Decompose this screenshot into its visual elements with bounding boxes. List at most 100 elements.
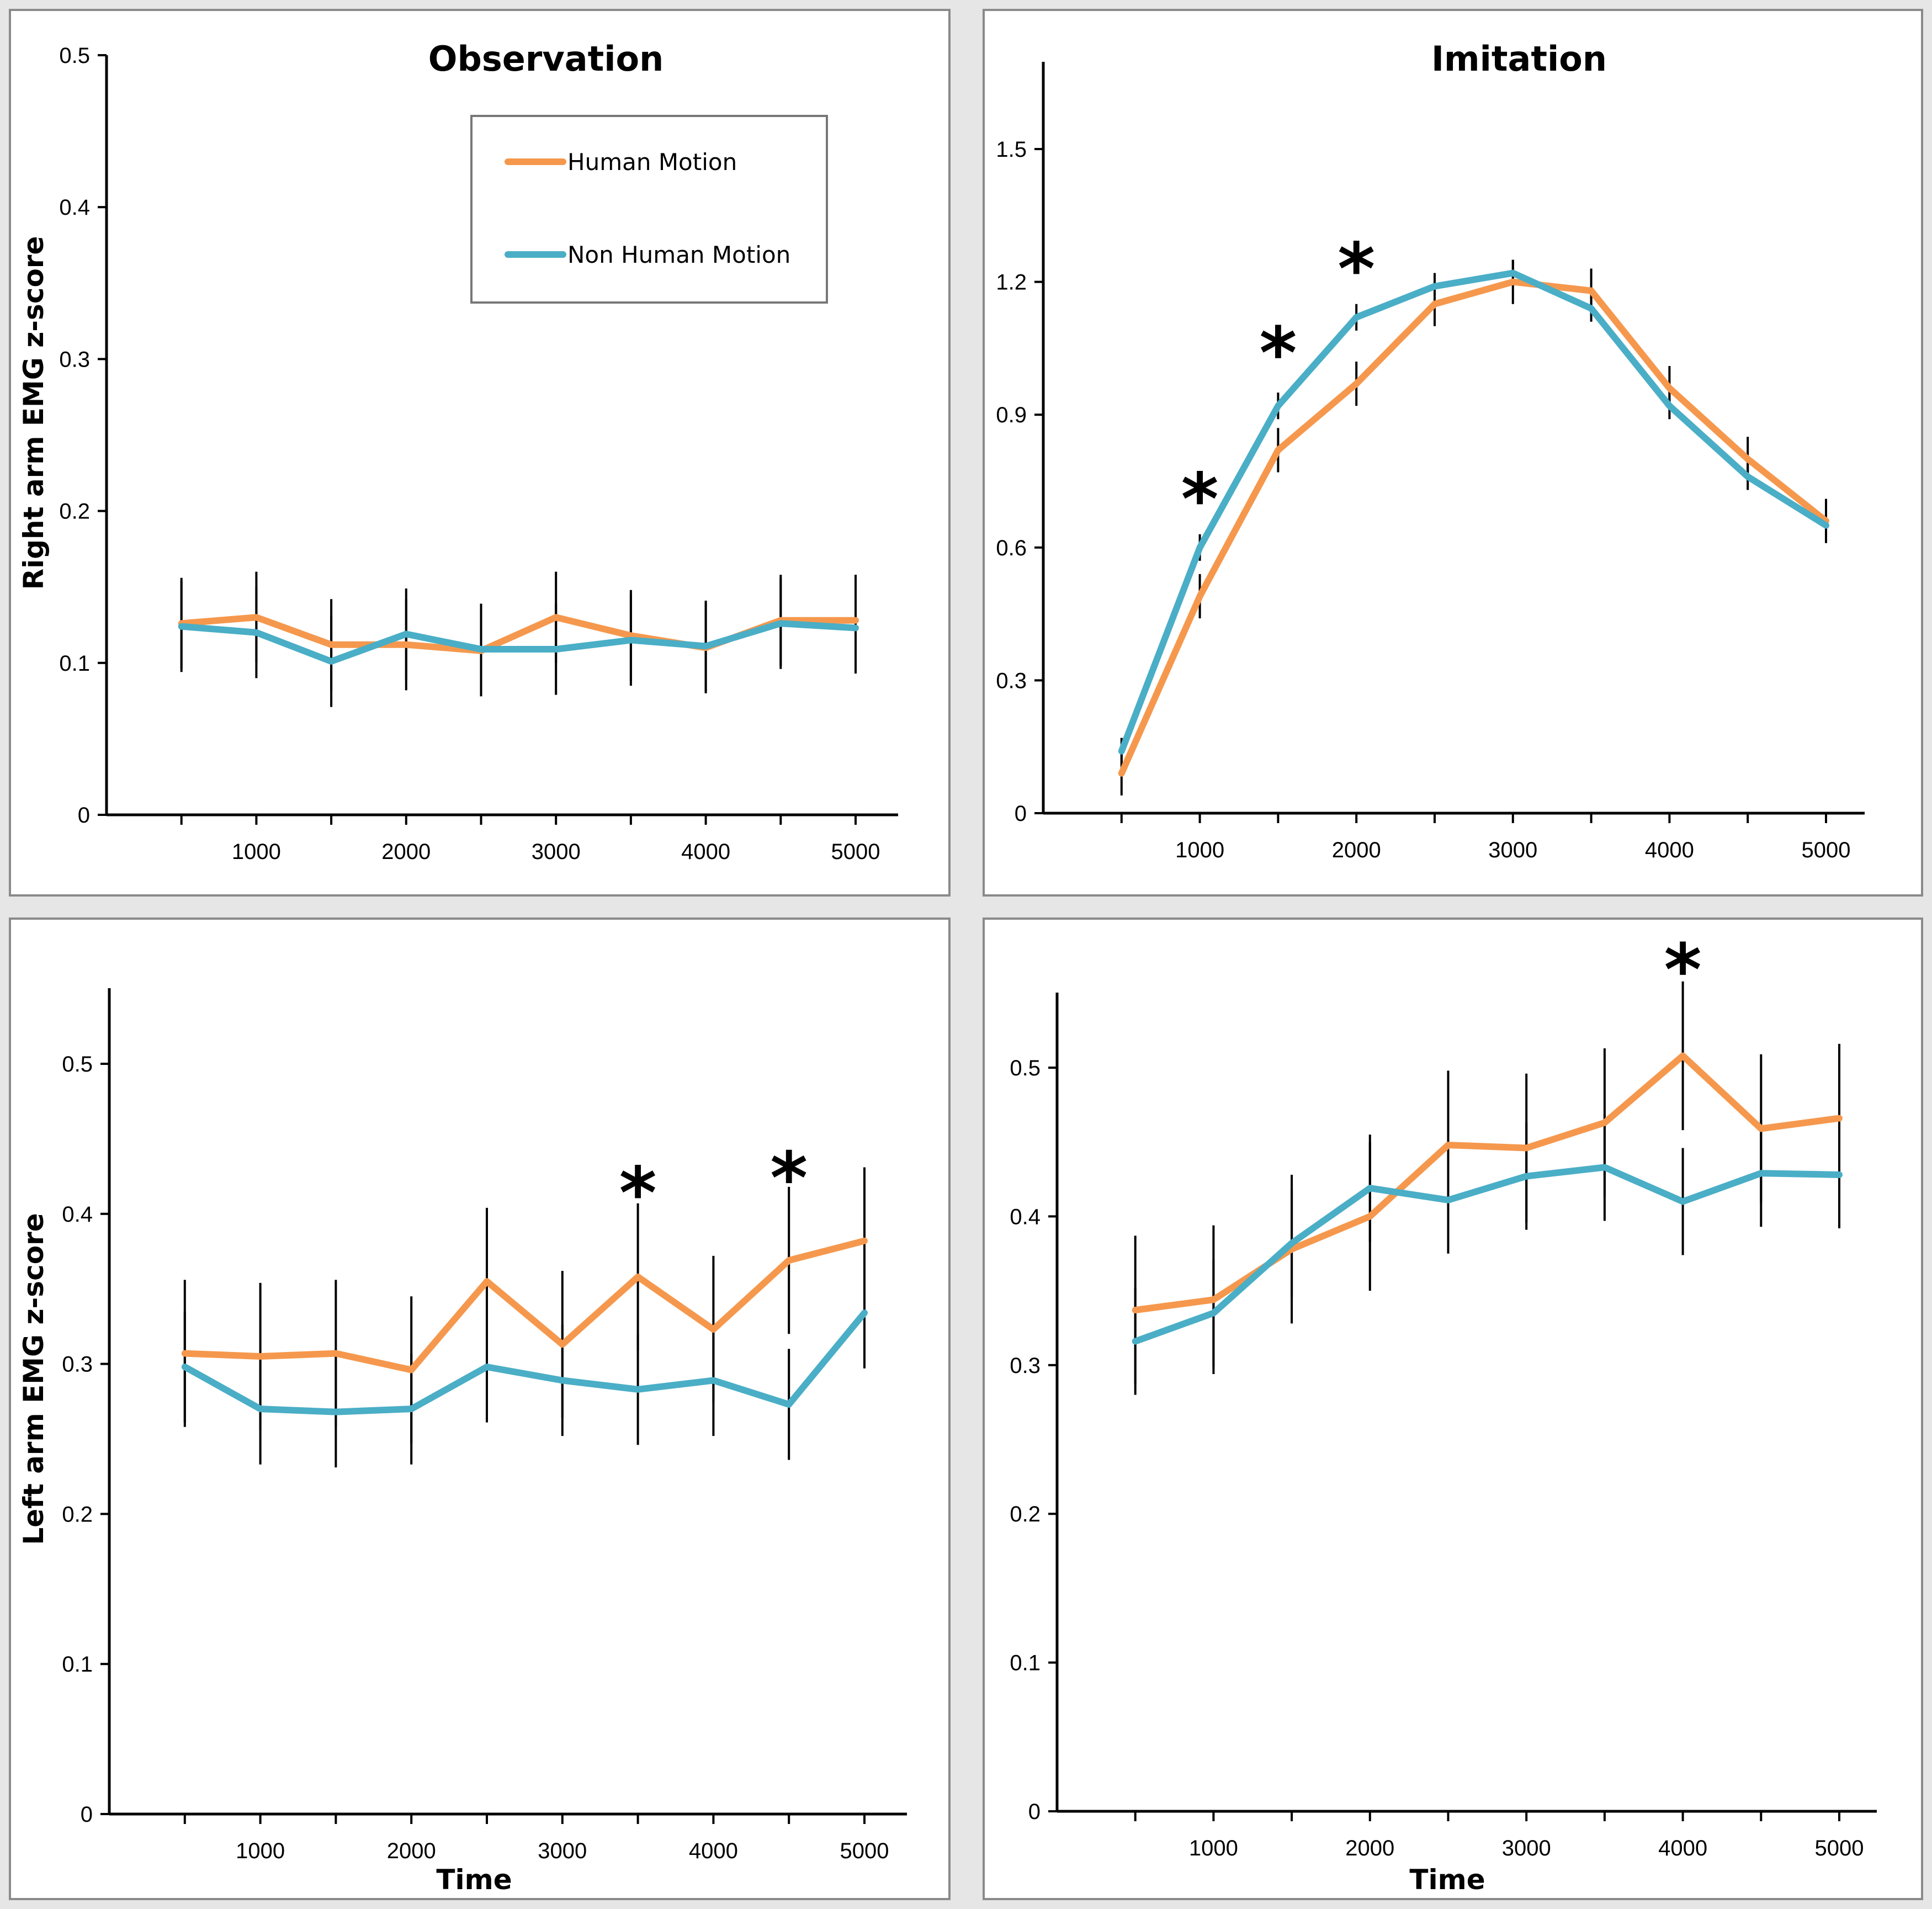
data-point	[405, 633, 407, 635]
y-tick-label: 0	[1028, 1800, 1041, 1824]
y-tick-label: 0.4	[1010, 1205, 1041, 1229]
data-point	[486, 1281, 487, 1282]
data-point	[411, 1408, 412, 1410]
x-tick-label: 2000	[387, 1839, 436, 1863]
data-point	[561, 1344, 563, 1345]
data-point	[1291, 1248, 1293, 1250]
series-line-non-human-motion	[181, 1309, 868, 1415]
chart-left-observation: 1000 2000 3000 4000 5000 0 0.1 0.2 0.3 0.4 0.5 Left…	[9, 918, 951, 1900]
data-point	[1356, 316, 1357, 318]
significance-marker: *	[1259, 311, 1297, 395]
data-point	[630, 635, 631, 637]
data-point	[1747, 476, 1749, 478]
x-axis-label: Time	[1409, 1864, 1485, 1896]
panel-frame	[9, 918, 951, 1900]
data-point	[1669, 388, 1670, 389]
data-point	[1199, 596, 1201, 597]
x-tick-label: 1000	[1189, 1836, 1238, 1860]
data-point	[411, 1369, 412, 1371]
series-line-human-motion	[181, 1237, 868, 1374]
y-tick-label: 0	[81, 1802, 93, 1827]
data-point	[855, 619, 856, 621]
y-tick-label: 0.5	[59, 44, 90, 68]
data-point	[184, 1366, 185, 1368]
x-tick-label: 3000	[1502, 1836, 1551, 1860]
chart-right-imitation: 1000 2000 3000 4000 5000 0 0.3 0.6 0.9 1.2 1.5 Imit…	[983, 9, 1923, 897]
y-axis-label: Right arm EMG z-score	[18, 236, 50, 590]
data-point	[335, 1411, 337, 1413]
data-point	[181, 625, 182, 627]
data-point	[1277, 405, 1279, 407]
data-point	[1369, 1216, 1371, 1217]
data-point	[780, 623, 782, 624]
significance-marker: *	[1337, 227, 1375, 311]
data-point	[405, 644, 407, 645]
data-point	[637, 1276, 639, 1277]
x-tick-label: 4000	[681, 840, 730, 864]
y-tick-label: 0.3	[62, 1353, 93, 1377]
y-tick-label: 0.1	[62, 1652, 93, 1677]
data-point	[1199, 547, 1201, 548]
panel-frame	[983, 918, 1923, 1900]
y-tick-label: 0.1	[1010, 1651, 1041, 1675]
data-point	[1434, 303, 1435, 305]
data-point	[1134, 1309, 1136, 1311]
y-tick-label: 1.5	[996, 137, 1027, 162]
y-tick-label: 0.3	[1010, 1354, 1041, 1378]
y-tick-label: 0.2	[1010, 1502, 1041, 1526]
data-point	[713, 1329, 714, 1330]
data-point	[480, 649, 482, 650]
y-tick-label: 0.2	[59, 500, 90, 524]
legend-label: Human Motion	[567, 149, 737, 176]
significance-marker: *	[1664, 928, 1702, 1012]
data-point	[335, 1353, 337, 1354]
data-point	[1682, 1055, 1684, 1057]
data-point	[1590, 307, 1592, 309]
x-tick-label: 5000	[831, 840, 880, 864]
data-point	[1291, 1242, 1293, 1244]
data-point	[1526, 1175, 1527, 1177]
data-point	[1839, 1117, 1840, 1119]
data-point	[1825, 520, 1827, 522]
series-line-non-human-motion	[1132, 1164, 1843, 1345]
data-point	[1356, 383, 1357, 385]
chart-title: Imitation	[1431, 39, 1607, 79]
data-point	[788, 1260, 790, 1261]
data-point	[1134, 1340, 1136, 1342]
data-point	[1447, 1144, 1449, 1146]
data-point	[1590, 290, 1592, 291]
y-tick-label: 0.3	[996, 669, 1027, 693]
data-point	[1121, 750, 1122, 752]
legend-frame	[470, 115, 828, 304]
x-tick-label: 2000	[1345, 1836, 1394, 1860]
data-point	[788, 1403, 790, 1405]
y-tick-label: 0.4	[59, 195, 90, 220]
data-point	[1682, 1201, 1684, 1202]
chart-right-observation: 1000 2000 3000 4000 5000 0 0.1 0.2 0.3 0.4 0.5 Obse…	[9, 9, 951, 897]
data-point	[1213, 1299, 1214, 1301]
data-point	[259, 1408, 261, 1410]
x-tick-label: 2000	[381, 840, 431, 864]
x-tick-label: 4000	[689, 1839, 738, 1863]
series-line-human-motion	[1118, 278, 1829, 777]
legend: Human Motion Non Human Motion	[470, 115, 828, 304]
data-point	[331, 644, 332, 645]
y-tick-label: 0.1	[59, 651, 90, 676]
y-tick-label: 0.2	[62, 1502, 93, 1526]
x-tick-label: 4000	[1645, 838, 1694, 862]
data-point	[705, 645, 707, 647]
data-point	[1526, 1147, 1527, 1149]
x-tick-label: 5000	[1802, 838, 1851, 862]
data-point	[331, 661, 332, 662]
chart-left-imitation: 1000 2000 3000 4000 5000 0 0.1 0.2 0.3 0.4 0.5 Time…	[983, 918, 1923, 1900]
data-point	[1277, 449, 1279, 451]
data-point	[1760, 1128, 1762, 1130]
data-point	[486, 1366, 487, 1368]
y-axis-label: Left arm EMG z-score	[18, 1213, 50, 1545]
data-point	[259, 1356, 261, 1357]
data-point	[864, 1312, 865, 1314]
legend-label: Non Human Motion	[567, 241, 790, 268]
data-point	[1512, 281, 1514, 283]
data-point	[1512, 272, 1514, 274]
data-point	[561, 1380, 563, 1381]
